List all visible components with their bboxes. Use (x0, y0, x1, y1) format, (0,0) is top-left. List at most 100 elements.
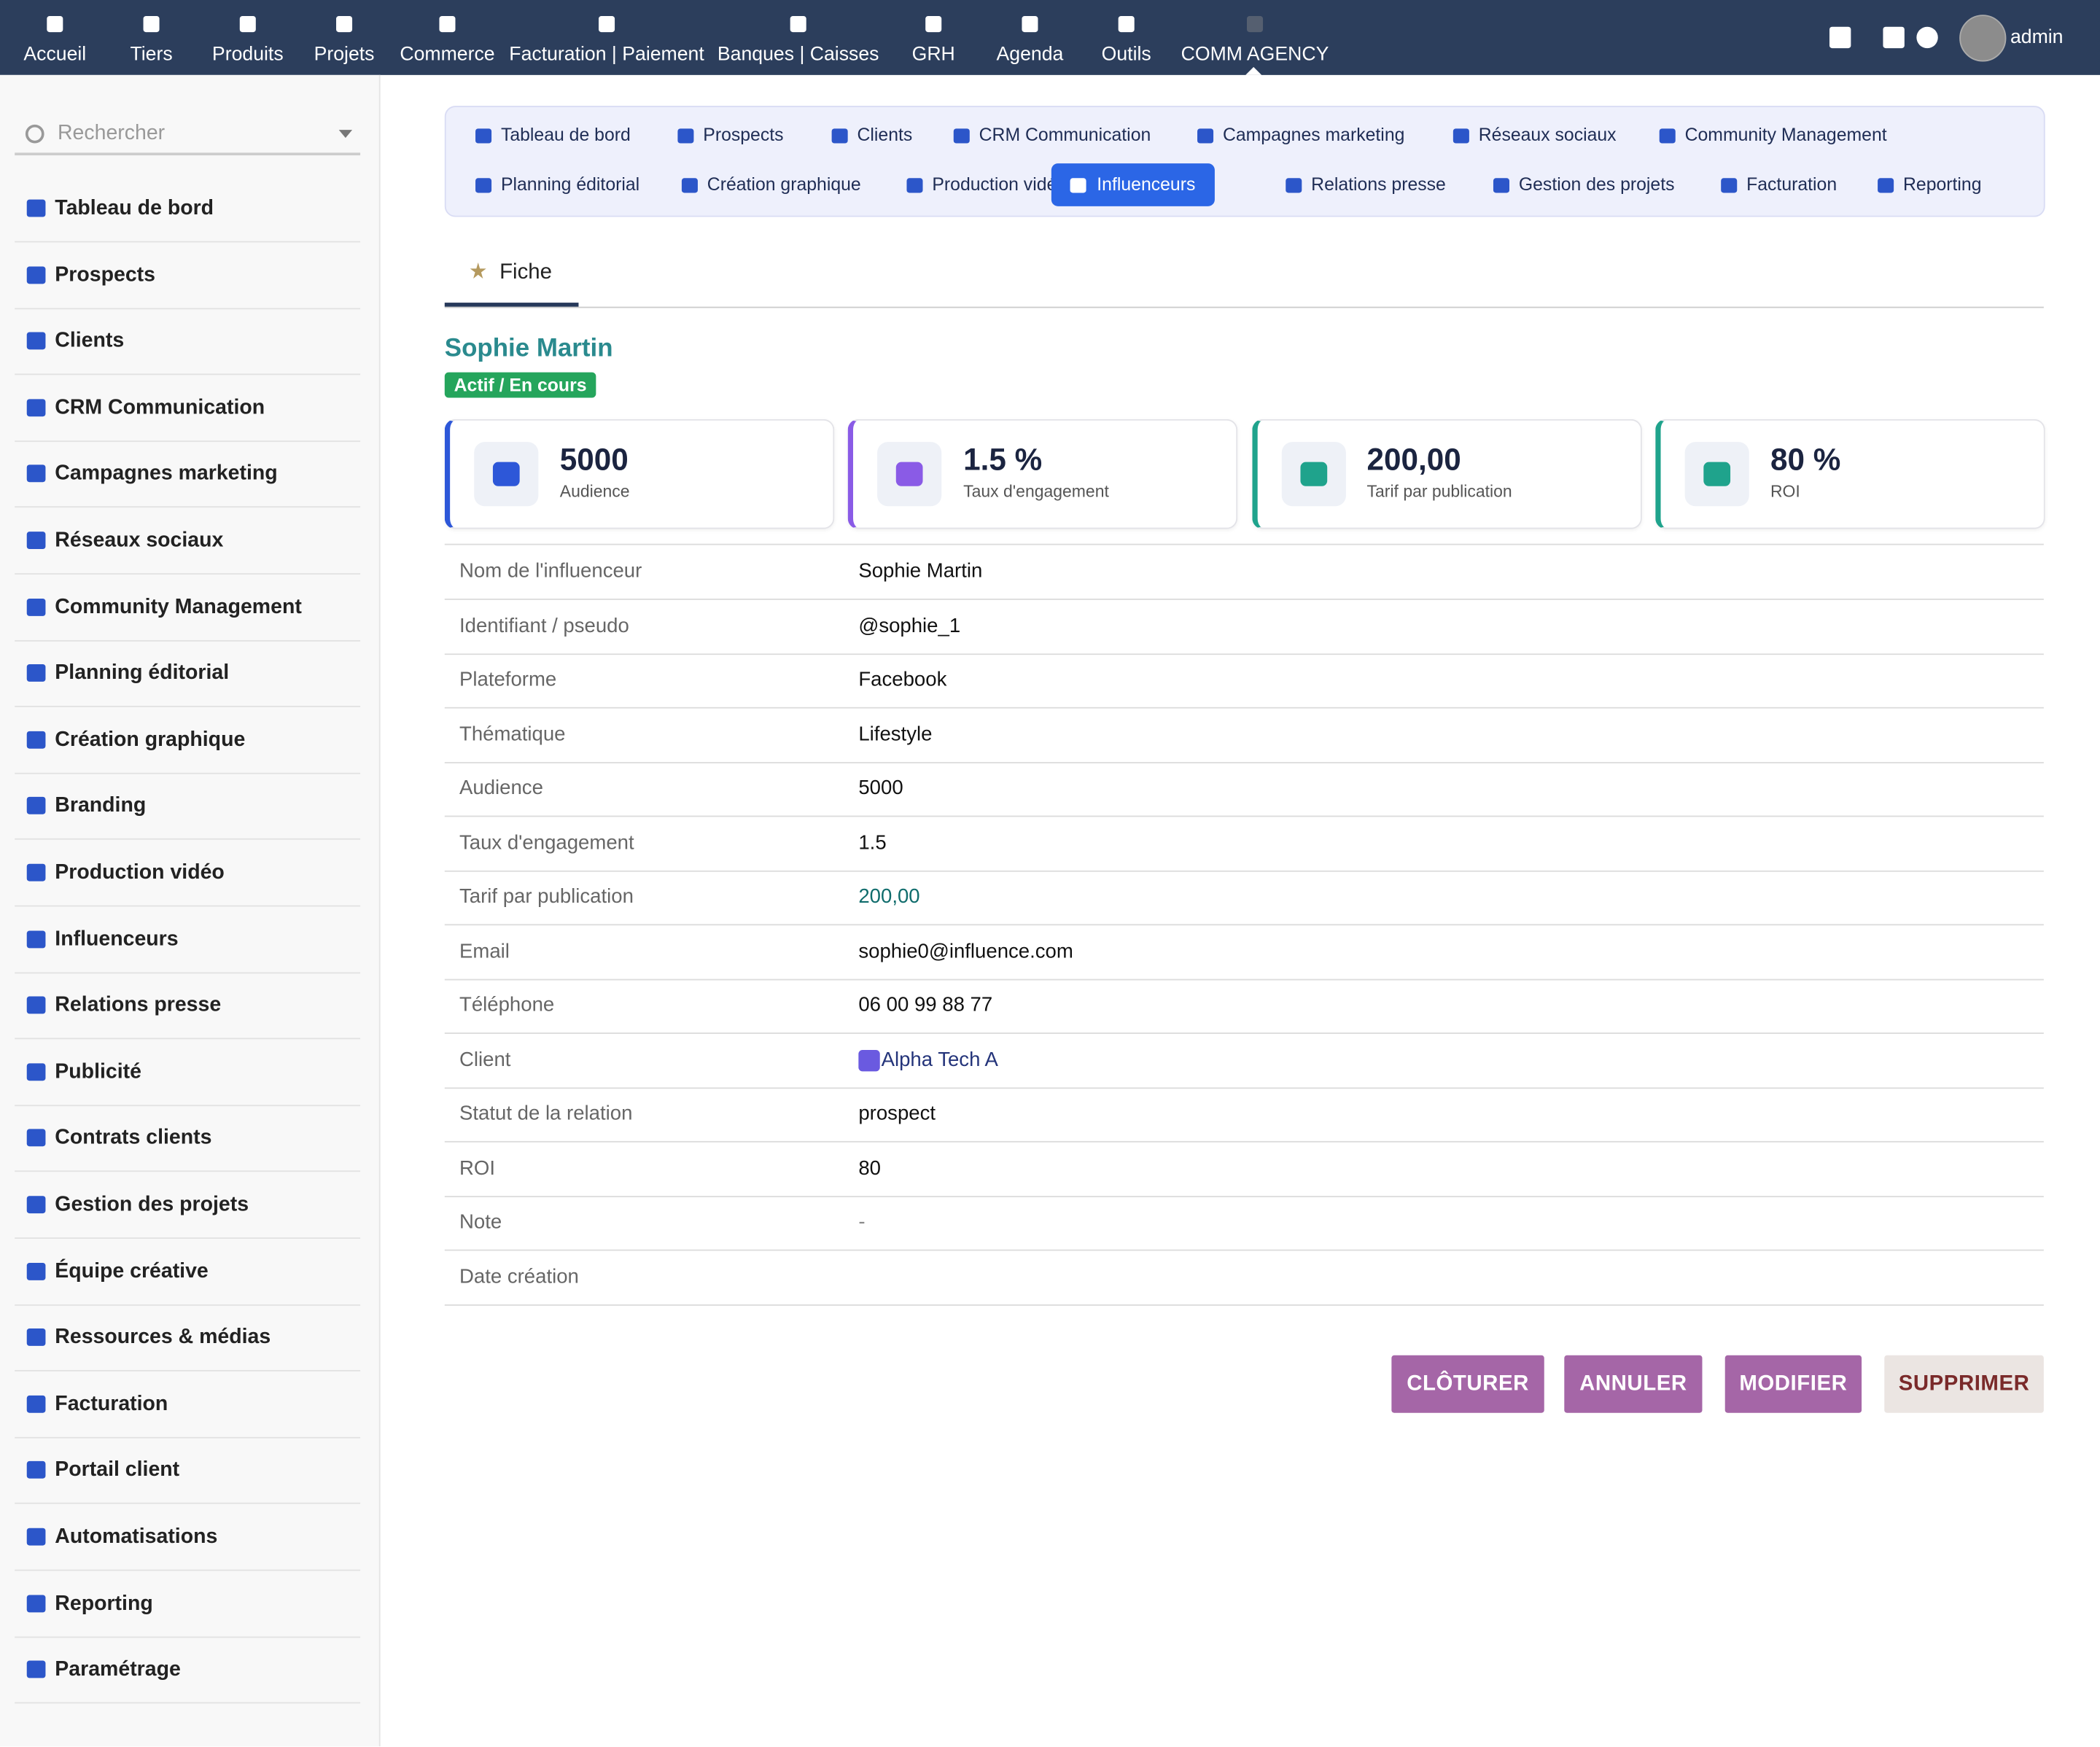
sub-nav-item[interactable]: Prospects (664, 114, 932, 157)
sub-nav-label: CRM Communication (979, 124, 1151, 145)
sidebar-item[interactable]: Automatisations (15, 1504, 361, 1571)
kpi-icon-box (1684, 442, 1749, 507)
sidebar-item[interactable]: Facturation (15, 1371, 361, 1439)
nav-label: Tiers (130, 44, 173, 66)
tab-rule (444, 306, 2044, 308)
sub-nav-item[interactable]: Gestion des projets (1480, 163, 1748, 206)
search-icon (25, 124, 44, 144)
field-value: Lifestyle (858, 722, 933, 746)
kpi-label: ROI (1770, 482, 1800, 501)
sidebar-item[interactable]: CRM Communication (15, 375, 361, 442)
sub-nav-item[interactable]: Campagnes marketing (1184, 114, 1452, 157)
nav-item[interactable]: GRH (880, 0, 987, 75)
kpi-icon (1703, 462, 1730, 486)
nav-label: Facturation | Paiement (509, 44, 704, 66)
toolbar-icon[interactable] (1829, 26, 1851, 49)
sidebar-icon (26, 398, 46, 416)
sidebar-item[interactable]: Tableau de bord (15, 176, 361, 243)
field-label: Email (459, 939, 510, 962)
sidebar-label: Création graphique (55, 728, 246, 752)
sidebar-item[interactable]: Prospects (15, 242, 361, 309)
sidebar-item[interactable]: Relations presse (15, 973, 361, 1040)
sidebar-item[interactable]: Campagnes marketing (15, 441, 361, 508)
sidebar-item[interactable]: Équipe créative (15, 1238, 361, 1306)
nav-item[interactable]: Projets (291, 0, 398, 75)
field-label: Statut de la relation (459, 1102, 633, 1125)
kpi-icon (492, 462, 520, 486)
nav-item[interactable]: Produits (194, 0, 301, 75)
sub-nav-icon (681, 178, 698, 193)
sub-nav-item[interactable]: Planning éditorial (462, 163, 730, 206)
sub-nav-item[interactable]: Réseaux sociaux (1439, 114, 1707, 157)
sidebar-item[interactable]: Production vidéo (15, 840, 361, 907)
nav-icon (336, 16, 353, 33)
sub-nav-item[interactable]: Clients (818, 114, 1086, 157)
sidebar-item[interactable]: Réseaux sociaux (15, 507, 361, 575)
action-button[interactable]: ANNULER (1564, 1355, 1703, 1413)
nav-item[interactable]: Agenda (976, 0, 1084, 75)
nav-label: Outils (1101, 44, 1151, 66)
nav-item[interactable]: COMM AGENCY (1181, 0, 1329, 75)
kpi-value: 80 % (1770, 442, 1841, 477)
nav-label: Banques | Caisses (717, 44, 879, 66)
sidebar-item[interactable]: Portail client (15, 1438, 361, 1505)
nav-item[interactable]: Banques | Caisses (718, 0, 879, 75)
sidebar-label: Équipe créative (55, 1259, 209, 1283)
sidebar-icon (26, 930, 46, 948)
tab[interactable]: Fiche (499, 261, 552, 284)
sub-nav-item[interactable]: Community Management (1646, 114, 1913, 157)
user-name[interactable]: admin (2010, 26, 2064, 49)
field-row: Email sophie0@influence.com (444, 925, 2044, 980)
nav-item[interactable]: Commerce (394, 0, 501, 75)
sidebar-label: Réseaux sociaux (55, 529, 224, 552)
sub-nav-item[interactable]: Facturation (1708, 163, 1975, 206)
action-button[interactable]: MODIFIER (1724, 1355, 1862, 1413)
sub-nav-item[interactable]: Tableau de bord (462, 114, 730, 157)
sidebar-item[interactable]: Reporting (15, 1571, 361, 1638)
nav-item[interactable]: Facturation | Paiement (509, 0, 704, 75)
sidebar-item[interactable]: Clients (15, 308, 361, 376)
nav-icon (439, 16, 456, 33)
nav-item[interactable]: Accueil (1, 0, 109, 75)
sub-nav-item[interactable]: Reporting (1864, 163, 2100, 206)
sidebar-item[interactable]: Branding (15, 774, 361, 841)
sidebar-item[interactable]: Ressources & médias (15, 1304, 361, 1372)
kpi-icon (896, 462, 924, 486)
field-row: Thématique Lifestyle (444, 708, 2044, 763)
sidebar-item[interactable]: Community Management (15, 574, 361, 642)
action-button[interactable]: CLÔTURER (1391, 1355, 1544, 1413)
sub-nav-icon (1721, 178, 1738, 193)
sub-nav-icon (475, 128, 492, 144)
field-row: Identifiant / pseudo @sophie_1 (444, 599, 2044, 655)
kpi-label: Tarif par publication (1366, 482, 1512, 501)
nav-item[interactable]: Tiers (98, 0, 205, 75)
sidebar-icon (26, 199, 46, 217)
sidebar-label: Community Management (55, 595, 302, 618)
sub-nav-item[interactable]: Création graphique (669, 163, 936, 206)
sidebar-item[interactable]: Publicité (15, 1039, 361, 1106)
sidebar-icon (26, 1395, 46, 1413)
sidebar-label: Paramétrage (55, 1658, 181, 1681)
toolbar-icon[interactable] (1883, 26, 1905, 49)
tab-underline (444, 303, 579, 307)
avatar[interactable] (1959, 15, 2007, 62)
sub-nav-item[interactable]: Production vidéo (893, 163, 1161, 206)
sub-nav-item[interactable]: CRM Communication (940, 114, 1208, 157)
sidebar-item[interactable]: Paramétrage (15, 1637, 361, 1704)
nav-item[interactable]: Outils (1073, 0, 1180, 75)
sidebar-item[interactable]: Planning éditorial (15, 640, 361, 708)
sidebar-item[interactable]: Création graphique (15, 707, 361, 774)
search[interactable]: Rechercher (15, 104, 361, 156)
sidebar-item[interactable]: Influenceurs (15, 906, 361, 973)
toolbar-icon[interactable] (1916, 26, 1938, 49)
sub-nav-item[interactable]: Relations presse (1272, 163, 1540, 206)
nav-icon (790, 16, 806, 33)
sub-nav-item[interactable]: Influenceurs (1051, 163, 1215, 206)
action-button[interactable]: SUPPRIMER (1884, 1355, 2044, 1413)
nav-icon (143, 16, 160, 33)
sidebar-item[interactable]: Gestion des projets (15, 1172, 361, 1239)
field-value: Sophie Martin (858, 559, 983, 583)
sidebar-item[interactable]: Contrats clients (15, 1105, 361, 1172)
sub-nav-label: Influenceurs (1097, 174, 1196, 195)
field-value[interactable]: Alpha Tech A (881, 1048, 998, 1071)
